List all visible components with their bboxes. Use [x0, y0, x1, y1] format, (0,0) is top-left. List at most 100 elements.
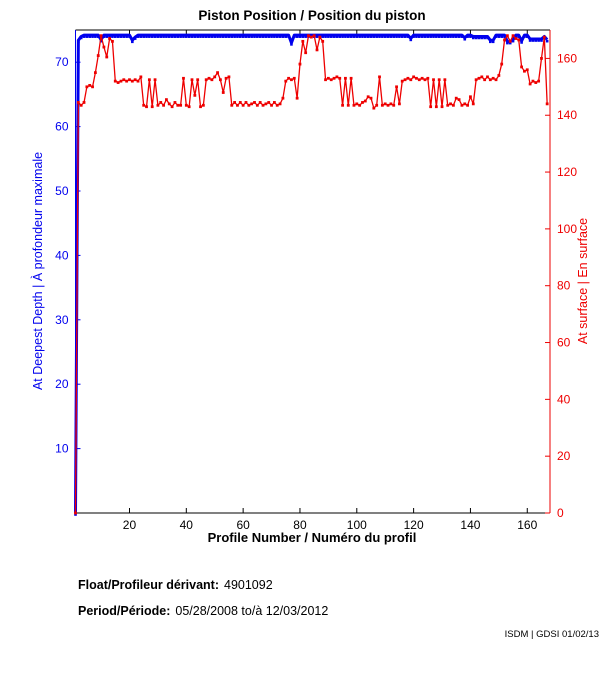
piston-at-surface-marker [403, 78, 407, 82]
piston-at-deepest-depth-marker [469, 35, 472, 38]
piston-at-surface-marker [454, 96, 458, 100]
piston-at-surface-marker [96, 54, 100, 57]
piston-at-deepest-depth-marker [486, 36, 489, 40]
piston-at-deepest-depth-marker [440, 35, 444, 38]
piston-at-deepest-depth-marker [321, 35, 324, 38]
float-info-line: Float/Profileur dérivant: 4901092 [78, 578, 273, 592]
piston-at-deepest-depth-marker [176, 35, 180, 38]
piston-at-deepest-depth-marker [523, 35, 526, 38]
piston-at-surface-marker [429, 105, 433, 109]
piston-at-surface-marker [426, 76, 430, 80]
piston-at-surface-marker [290, 78, 293, 82]
piston-at-surface-marker [386, 103, 390, 107]
piston-at-deepest-depth-marker [267, 35, 271, 38]
piston-at-deepest-depth-marker [435, 35, 438, 38]
piston-at-deepest-depth-marker [497, 35, 501, 38]
piston-at-deepest-depth-marker [454, 35, 458, 38]
piston-at-deepest-depth-marker [85, 35, 89, 38]
piston-at-surface-marker [179, 103, 183, 107]
piston-at-deepest-depth-marker [514, 35, 518, 38]
piston-at-surface-marker [514, 37, 518, 40]
piston-at-deepest-depth-marker [429, 35, 432, 38]
piston-at-deepest-depth-marker [239, 35, 242, 38]
piston-at-deepest-depth-marker [489, 40, 492, 44]
piston-at-deepest-depth-marker [207, 35, 211, 38]
piston-at-deepest-depth-marker [494, 35, 498, 38]
piston-at-surface-marker [219, 78, 222, 82]
x-tick-label: 100 [347, 518, 367, 532]
piston-at-surface-marker [537, 79, 541, 83]
piston-at-deepest-depth-marker [199, 35, 202, 38]
piston-at-deepest-depth-marker [386, 35, 390, 38]
piston-at-surface-marker [130, 79, 134, 83]
piston-at-surface-marker [443, 78, 447, 82]
piston-at-surface-marker [108, 37, 111, 40]
piston-at-surface-marker [207, 76, 211, 80]
piston-at-deepest-depth-marker [241, 35, 245, 38]
piston-at-surface-marker [250, 102, 254, 106]
piston-at-surface-marker [324, 78, 327, 82]
piston-at-surface-marker [278, 102, 282, 106]
piston-at-surface-marker [99, 34, 103, 38]
x-tick-label: 140 [460, 518, 480, 532]
piston-at-deepest-depth-marker [113, 35, 117, 38]
piston-at-deepest-depth-marker [349, 35, 353, 38]
piston-at-deepest-depth-marker [244, 35, 248, 38]
piston-at-surface-marker [531, 79, 535, 83]
piston-at-surface-marker [508, 39, 512, 43]
x-tick-label: 160 [517, 518, 537, 532]
piston-at-deepest-depth-marker [338, 35, 342, 38]
piston-at-deepest-depth-marker [125, 35, 128, 38]
piston-at-surface-marker [150, 105, 154, 109]
piston-at-deepest-depth-marker [398, 35, 401, 38]
piston-at-deepest-depth-marker [210, 35, 214, 38]
piston-at-surface-marker [298, 62, 302, 66]
piston-at-surface-marker [392, 103, 396, 107]
piston-at-deepest-depth-marker [355, 35, 359, 38]
piston-at-surface-marker [184, 103, 188, 107]
piston-at-surface-marker [196, 78, 200, 82]
piston-at-deepest-depth-marker [247, 35, 251, 38]
float-id-value: 4901092 [224, 578, 273, 592]
piston-at-surface-marker [389, 102, 393, 106]
piston-at-surface-marker [483, 78, 487, 82]
piston-at-surface-marker [182, 76, 185, 80]
piston-at-deepest-depth-marker [460, 35, 464, 38]
piston-at-surface-marker [363, 99, 367, 103]
period-value: 05/28/2008 to/à 12/03/2012 [175, 604, 329, 618]
piston-at-deepest-depth-marker [415, 35, 418, 38]
piston-at-surface-marker [378, 75, 381, 79]
piston-at-surface-marker [480, 75, 484, 79]
piston-at-deepest-depth-marker [227, 35, 231, 38]
piston-at-deepest-depth-marker [77, 40, 80, 44]
piston-at-surface-marker [344, 76, 347, 80]
piston-at-deepest-depth-marker [187, 35, 191, 38]
piston-at-surface-marker [471, 102, 475, 106]
piston-at-surface-marker [213, 75, 217, 79]
piston-at-deepest-depth-marker [423, 35, 427, 38]
piston-at-deepest-depth-marker [503, 35, 506, 38]
piston-at-deepest-depth-marker [298, 35, 302, 38]
piston-at-surface-marker [128, 78, 131, 82]
piston-at-surface-marker [412, 75, 416, 79]
piston-at-deepest-depth-marker [491, 40, 495, 44]
piston-at-surface-marker [497, 74, 501, 77]
piston-at-deepest-depth-marker [193, 35, 197, 38]
piston-at-surface-marker [119, 79, 123, 83]
piston-at-surface-marker [162, 103, 165, 107]
piston-at-deepest-depth-marker [409, 38, 413, 42]
piston-at-deepest-depth-marker [253, 35, 256, 38]
piston-at-deepest-depth-marker [483, 36, 486, 40]
piston-at-deepest-depth-marker [295, 35, 299, 38]
piston-at-surface-marker [315, 48, 319, 52]
y-tick-label-left: 70 [55, 55, 69, 69]
y-tick-label-left: 10 [55, 442, 69, 456]
y-tick-label-right: 40 [557, 392, 571, 406]
piston-at-deepest-depth-marker [202, 35, 205, 38]
y-tick-label-right: 140 [557, 108, 577, 122]
piston-at-surface-marker [434, 105, 438, 109]
piston-at-surface-marker [318, 35, 322, 39]
piston-at-deepest-depth-marker [304, 35, 307, 38]
piston-at-deepest-depth-marker [466, 35, 469, 38]
piston-at-surface-marker [165, 98, 168, 102]
